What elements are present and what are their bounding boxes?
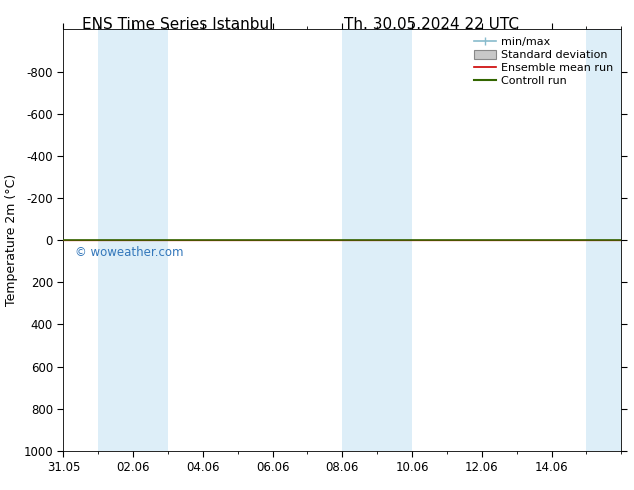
Bar <box>586 29 621 451</box>
Legend: min/max, Standard deviation, Ensemble mean run, Controll run: min/max, Standard deviation, Ensemble me… <box>471 35 616 88</box>
Bar <box>342 29 412 451</box>
Bar <box>98 29 168 451</box>
Text: ENS Time Series Istanbul: ENS Time Series Istanbul <box>82 17 273 32</box>
Text: Th. 30.05.2024 22 UTC: Th. 30.05.2024 22 UTC <box>344 17 519 32</box>
Text: © woweather.com: © woweather.com <box>75 246 183 259</box>
Y-axis label: Temperature 2m (°C): Temperature 2m (°C) <box>5 174 18 306</box>
